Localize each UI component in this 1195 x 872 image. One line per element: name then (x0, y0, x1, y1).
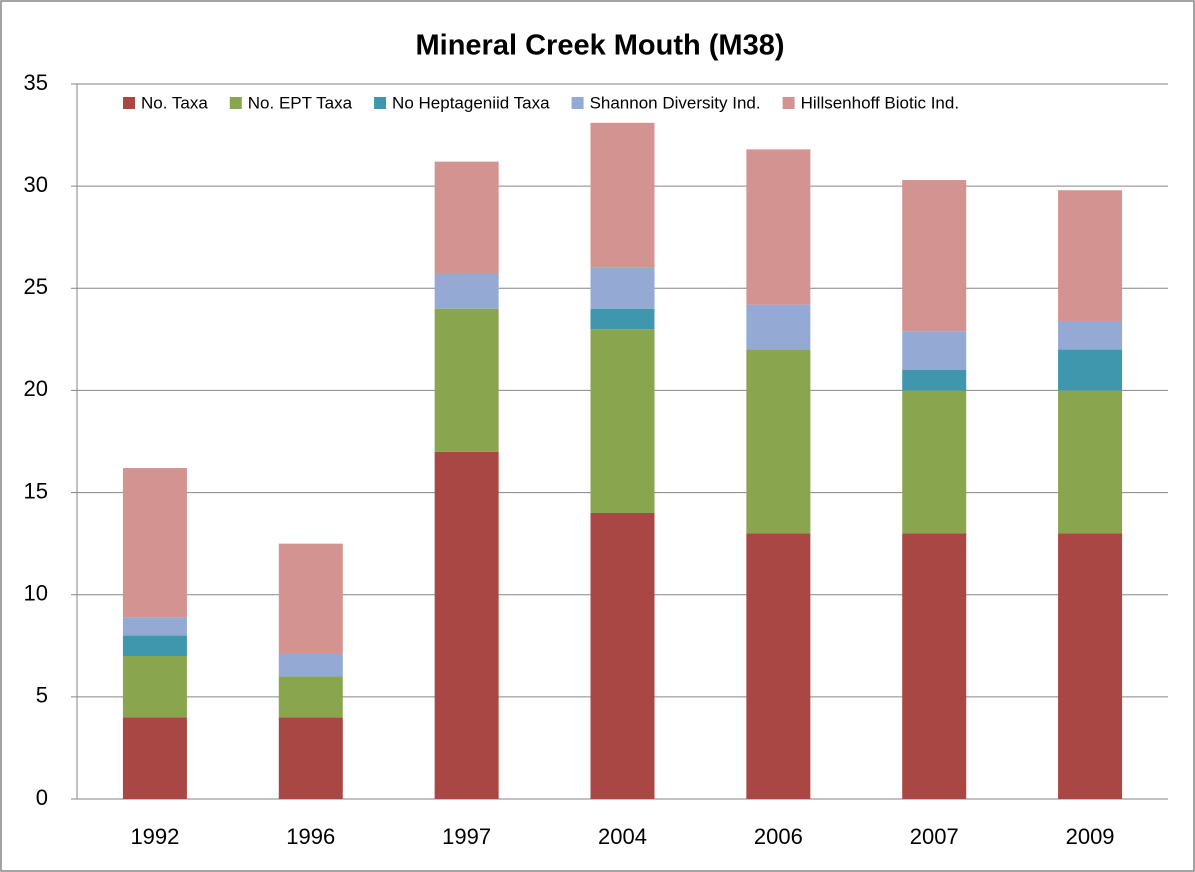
bar-segment (278, 717, 343, 799)
x-tick-label: 2006 (754, 824, 803, 849)
y-tick-label: 0 (36, 785, 48, 810)
x-tick-label: 1992 (130, 824, 179, 849)
y-tick-label: 10 (24, 581, 48, 606)
bar-segment (434, 161, 499, 274)
x-tick-label: 2007 (910, 824, 959, 849)
y-tick-label: 20 (24, 376, 48, 401)
bar-segment (746, 304, 811, 350)
chart-title: Mineral Creek Mouth (M38) (416, 30, 785, 62)
bar-segment (122, 468, 187, 618)
bar-segment (1058, 390, 1123, 534)
x-tick-label: 2009 (1066, 824, 1115, 849)
bar-segment (434, 451, 499, 799)
bar-segment (590, 122, 655, 268)
bar-segment (746, 149, 811, 305)
bar-segment (590, 329, 655, 513)
bar-segment (122, 635, 187, 656)
bar-segment (902, 533, 967, 799)
bar-segment (278, 676, 343, 718)
legend-label: No. Taxa (141, 93, 208, 112)
legend-swatch (123, 97, 135, 109)
bar-segment (122, 617, 187, 636)
bar-segment (902, 180, 967, 332)
bar-segment (122, 656, 187, 718)
bar-segment (434, 273, 499, 309)
bar-segment (590, 267, 655, 309)
y-tick-label: 35 (24, 70, 48, 95)
legend-swatch (571, 97, 584, 109)
bar-segment (902, 331, 967, 370)
bar-segment (590, 513, 655, 799)
y-tick-label: 15 (24, 478, 48, 503)
legend-label: Shannon Diversity Ind. (590, 93, 761, 112)
bar-segment (1058, 320, 1123, 350)
legend-swatch (229, 97, 242, 109)
x-tick-label: 2004 (598, 824, 647, 849)
bar-segment (902, 370, 967, 391)
bar-segment (1058, 190, 1123, 321)
bar-segment (902, 390, 967, 534)
bar-segment (278, 543, 343, 654)
bar-segment (590, 308, 655, 330)
bar-segment (1058, 349, 1123, 391)
bar-segment (434, 308, 499, 452)
y-tick-label: 5 (36, 683, 48, 708)
bar-segment (1058, 533, 1123, 799)
legend-label: No Heptageniid Taxa (392, 93, 550, 112)
bar-segment (122, 717, 187, 799)
bar-segment (746, 349, 811, 534)
bar-segment (746, 533, 811, 799)
legend-swatch (374, 97, 387, 109)
bar-segment (278, 653, 343, 677)
legend-label: No. EPT Taxa (248, 93, 353, 112)
x-tick-label: 1997 (442, 824, 491, 849)
legend-label: Hillsenhoff Biotic Ind. (801, 93, 959, 112)
y-tick-label: 25 (24, 274, 48, 299)
x-tick-label: 1996 (286, 824, 335, 849)
legend-swatch (782, 97, 795, 109)
y-tick-label: 30 (24, 172, 48, 197)
